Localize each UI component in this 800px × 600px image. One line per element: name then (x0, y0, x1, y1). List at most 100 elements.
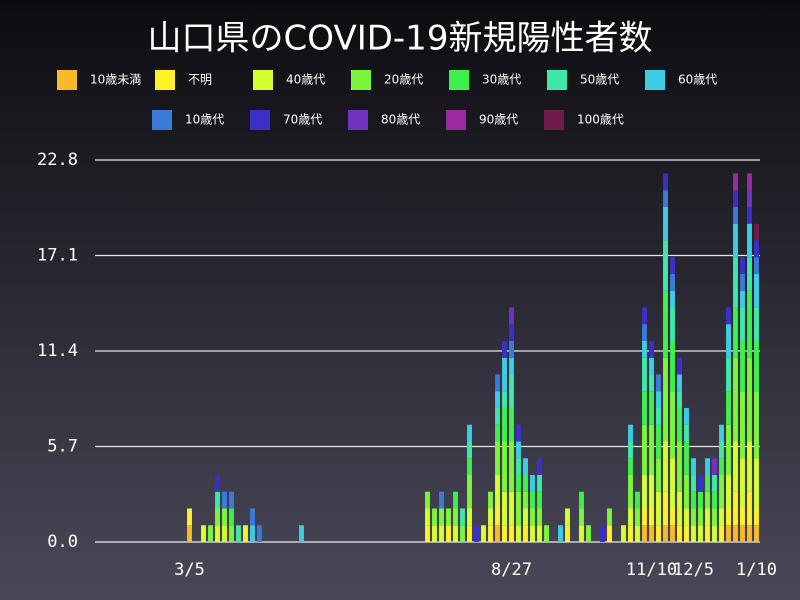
bar-segment (425, 491, 430, 509)
bar-segment (705, 491, 710, 509)
bar-segment (467, 474, 472, 509)
bar-segment (747, 290, 752, 358)
bar-segment (565, 508, 570, 526)
bar-segment (509, 324, 514, 341)
bar-segment (621, 525, 626, 542)
bar-segment (691, 508, 696, 526)
bar-segment (740, 290, 745, 308)
bar-segment (705, 525, 710, 542)
bar-segment (425, 525, 430, 542)
bar-segment (642, 324, 647, 341)
bar-segment (467, 525, 472, 542)
bar-segment (740, 257, 745, 274)
bar-segment (691, 525, 696, 542)
bar-segment (530, 508, 535, 526)
legend-swatch (449, 70, 469, 90)
bar-segment (439, 508, 444, 526)
bar-segment (754, 508, 759, 526)
bar-segment (523, 474, 528, 492)
bar-segment (537, 474, 542, 492)
bar-segment (495, 374, 500, 392)
bar-segment (502, 340, 507, 358)
bar-segment (446, 508, 451, 526)
bar-segment (677, 441, 682, 492)
bar-segment (684, 424, 689, 442)
bar-segment (509, 491, 514, 526)
x-tick-label: 8/27 (491, 560, 532, 580)
bar-segment (208, 525, 213, 542)
bar-segment (579, 491, 584, 509)
bar-segment (649, 424, 654, 475)
bar-segment (754, 525, 759, 542)
legend-label: 50歳代 (580, 73, 619, 87)
bar-segment (663, 173, 668, 191)
bar-segment (460, 508, 465, 526)
bar-segment (677, 357, 682, 375)
bar-segment (229, 491, 234, 509)
bar-segment (509, 441, 514, 492)
bar-segment (726, 474, 731, 509)
bar-segment (649, 508, 654, 526)
bar-segment (656, 424, 661, 459)
bar-segment (187, 525, 192, 542)
bar-segment (677, 491, 682, 526)
legend-swatch (645, 70, 665, 90)
bar-segment (733, 257, 738, 308)
bar-segment (516, 491, 521, 526)
bar-segment (495, 424, 500, 442)
bar-segment (453, 525, 458, 542)
legend-label: 80歳代 (381, 113, 420, 127)
bar-segment (467, 424, 472, 442)
bar-segment (747, 173, 752, 191)
legend-swatch (547, 70, 567, 90)
bar-segment (250, 508, 255, 526)
bar-segment (215, 491, 220, 509)
bar-segment (663, 491, 668, 526)
bar-segment (747, 190, 752, 207)
bar-segment (201, 525, 206, 542)
bar-segment (740, 508, 745, 526)
bar-segment (684, 441, 689, 475)
bar-segment (257, 525, 262, 542)
bar-segment (488, 508, 493, 526)
bar-segment (754, 458, 759, 509)
bar-segment (747, 491, 752, 526)
bar-segment (509, 525, 514, 542)
bar-segment (740, 525, 745, 542)
bar-segment (656, 407, 661, 425)
bar-segment (733, 307, 738, 358)
legend-swatch (351, 70, 371, 90)
legend-swatch (152, 110, 172, 130)
bar-segment (677, 391, 682, 408)
bar-segment (740, 273, 745, 291)
bar-segment (222, 491, 227, 509)
legend-label: 100歳代 (577, 113, 624, 127)
bar-segment (502, 441, 507, 492)
bar-segment (628, 508, 633, 526)
bar-segment (754, 340, 759, 392)
bar-segment (509, 407, 514, 442)
bar-segment (691, 491, 696, 509)
bar-segment (733, 173, 738, 191)
legend-label: 90歳代 (479, 113, 518, 127)
bar-segment (467, 508, 472, 526)
bar-segment (530, 525, 535, 542)
bar-segment (579, 525, 584, 542)
legend-label: 70歳代 (283, 113, 322, 127)
bar-segment (495, 407, 500, 425)
bar-segment (684, 525, 689, 542)
bar-segment (719, 424, 724, 442)
bar-segment (523, 491, 528, 509)
bar-segment (677, 407, 682, 442)
bar-segment (733, 223, 738, 258)
legend-swatch (348, 110, 368, 130)
bar-segment (670, 340, 675, 392)
bar-segment (712, 508, 717, 526)
bar-segment (467, 458, 472, 475)
y-tick-label: 22.8 (37, 150, 78, 170)
bar-segment (712, 458, 717, 475)
bar-segment (712, 491, 717, 509)
legend-label: 10歳未満 (90, 73, 141, 87)
bar-segment (250, 525, 255, 542)
